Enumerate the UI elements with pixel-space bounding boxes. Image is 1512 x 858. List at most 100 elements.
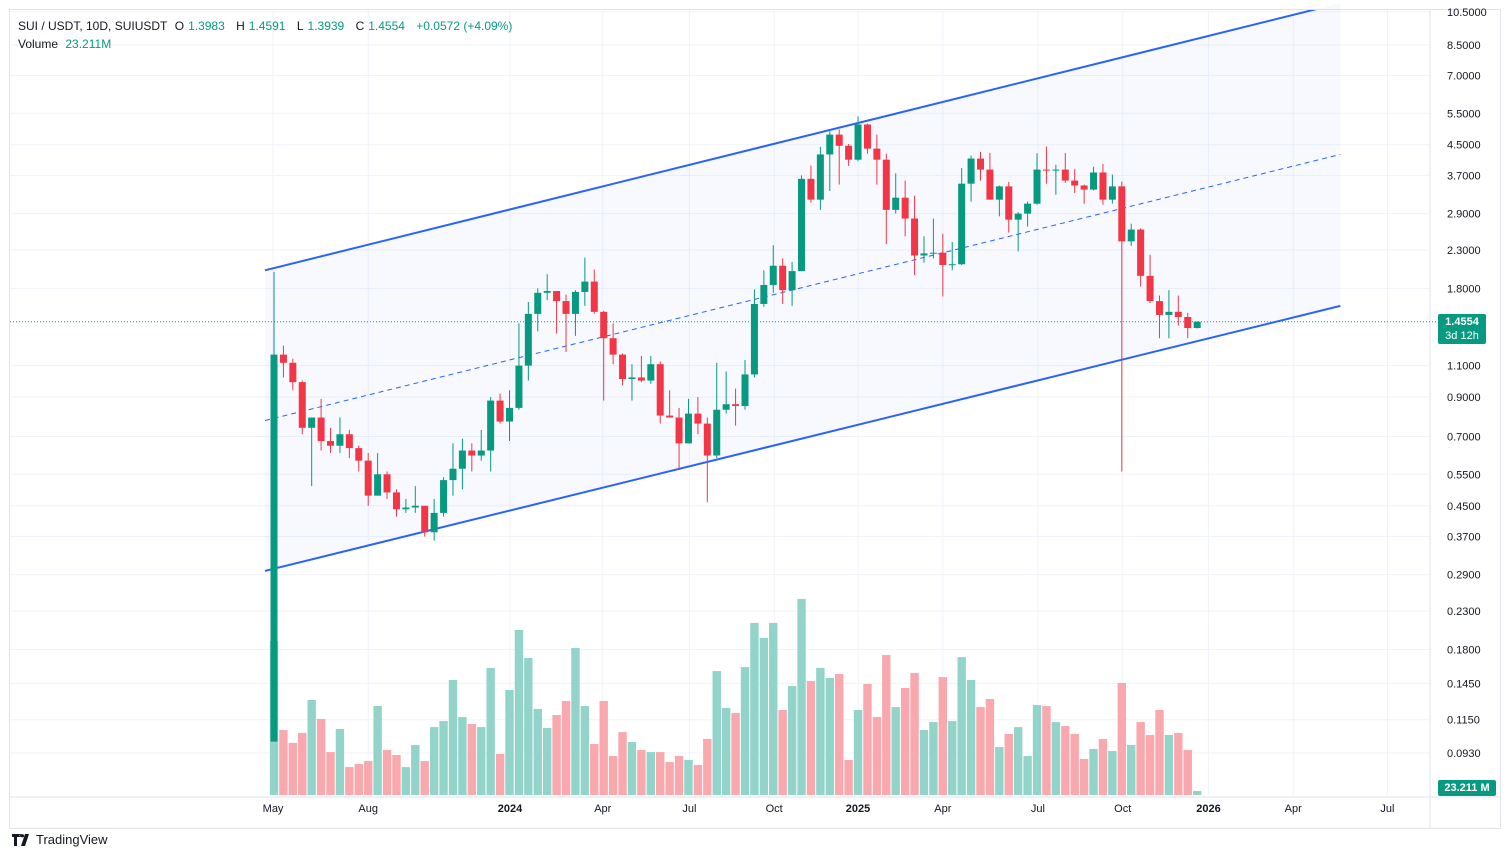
volume-bar bbox=[533, 708, 542, 795]
time-tick-label: Apr bbox=[594, 803, 611, 815]
candle-down bbox=[562, 301, 570, 314]
candle-down bbox=[1005, 186, 1013, 220]
candle-up bbox=[524, 313, 532, 366]
time-tick-label: 2025 bbox=[846, 803, 870, 815]
volume-bar bbox=[354, 763, 363, 795]
candle-up bbox=[826, 134, 834, 155]
candle-down bbox=[666, 415, 674, 418]
volume-badge: 23.211 M bbox=[1438, 780, 1496, 796]
time-tick-label: Oct bbox=[766, 803, 783, 815]
candle-down bbox=[1174, 311, 1182, 317]
volume-bar bbox=[787, 686, 797, 795]
channel-mid-line[interactable] bbox=[264, 153, 1341, 422]
volume-bar bbox=[429, 727, 439, 795]
price-tick-label: 0.4500 bbox=[1447, 501, 1481, 513]
volume-bar bbox=[948, 721, 957, 795]
volume-bar bbox=[458, 717, 467, 795]
candle-up bbox=[948, 264, 956, 266]
candle-down bbox=[779, 265, 787, 291]
candle-down bbox=[317, 417, 325, 442]
ohlc-row: SUI / USDT, 10D, SUIUSDT O 1.3983 H 1.4591… bbox=[18, 17, 516, 35]
candle-down bbox=[345, 434, 353, 449]
volume-bar bbox=[1108, 751, 1117, 795]
candle-down bbox=[1155, 301, 1163, 315]
volume-label[interactable]: Volume bbox=[18, 37, 59, 51]
price-tick-label: 0.7000 bbox=[1447, 431, 1481, 443]
candle-down bbox=[703, 423, 711, 456]
candle-up bbox=[1024, 203, 1032, 214]
candle-down bbox=[364, 460, 372, 496]
volume-bar bbox=[495, 753, 505, 795]
candle-up bbox=[581, 281, 589, 292]
channel-lower-line[interactable] bbox=[264, 304, 1341, 572]
candle-down bbox=[1061, 169, 1069, 181]
volume-bar bbox=[1079, 758, 1089, 795]
candle-up bbox=[571, 291, 579, 314]
channel-upper-line[interactable] bbox=[264, 3, 1340, 272]
volume-bar bbox=[1061, 726, 1070, 795]
volume-bar bbox=[608, 756, 618, 795]
candle-up bbox=[1090, 172, 1098, 190]
volume-bar bbox=[552, 715, 561, 795]
candle-up bbox=[1165, 311, 1173, 315]
volume-bar bbox=[382, 750, 392, 795]
time-tick-label: May bbox=[263, 803, 284, 815]
candle-up bbox=[458, 450, 466, 469]
volume-bar bbox=[1174, 732, 1183, 795]
volume-bar bbox=[957, 657, 966, 795]
candle-down bbox=[1099, 172, 1107, 200]
volume-bar bbox=[825, 677, 834, 795]
candle-up bbox=[628, 377, 636, 380]
tradingview-logo[interactable]: TradingView bbox=[12, 832, 108, 847]
price-tick-label: 7.0000 bbox=[1447, 70, 1481, 82]
volume-bar bbox=[797, 598, 806, 795]
volume-bar bbox=[1155, 710, 1164, 795]
candle-up bbox=[892, 197, 900, 210]
volume-bar bbox=[279, 730, 288, 795]
tradingview-logo-icon bbox=[12, 833, 29, 846]
candle-down bbox=[298, 382, 306, 428]
price-tick-label: 0.2300 bbox=[1447, 606, 1481, 618]
volume-bar bbox=[1042, 706, 1051, 795]
volume-bar bbox=[1164, 735, 1174, 795]
candle-up bbox=[374, 474, 382, 496]
price-tick-label: 0.1150 bbox=[1447, 715, 1480, 727]
volume-bar bbox=[561, 701, 571, 795]
close-value: 1.4554 bbox=[368, 19, 405, 33]
candle-up bbox=[270, 354, 278, 742]
candle-down bbox=[600, 311, 608, 339]
candle-down bbox=[468, 450, 476, 456]
time-tick-label: Oct bbox=[1114, 803, 1131, 815]
branding-text: TradingView bbox=[36, 832, 108, 847]
volume-bar bbox=[637, 750, 646, 795]
time-tick-label: Apr bbox=[1285, 803, 1302, 815]
candle-up bbox=[1108, 186, 1116, 200]
change-value: +0.0572 (+4.09%) bbox=[416, 19, 513, 33]
open-label: O bbox=[174, 19, 185, 33]
volume-bar bbox=[656, 752, 665, 795]
volume-bar bbox=[420, 761, 429, 795]
low-value: 1.3939 bbox=[307, 19, 345, 33]
time-tick-label: Jul bbox=[1031, 803, 1045, 815]
candle-down bbox=[637, 377, 645, 381]
candle-up bbox=[477, 450, 485, 456]
volume-bar bbox=[335, 728, 345, 795]
volume-bar bbox=[844, 760, 853, 795]
volume-row: Volume 23.211M bbox=[18, 35, 516, 53]
volume-bar bbox=[298, 732, 307, 795]
candle-up bbox=[1127, 229, 1135, 242]
volume-bar bbox=[1089, 748, 1098, 795]
candle-down bbox=[1137, 229, 1145, 276]
price-tick-label: 2.9000 bbox=[1447, 209, 1481, 221]
volume-bar bbox=[853, 710, 863, 795]
candle-up bbox=[798, 178, 806, 272]
volume-bar bbox=[693, 765, 703, 795]
symbol-title[interactable]: SUI / USDT, 10D, SUIUSDT bbox=[18, 19, 168, 33]
last-price-badge: 1.4554 3d 12h bbox=[1438, 314, 1486, 344]
candle-down bbox=[911, 218, 919, 256]
volume-bar bbox=[392, 755, 401, 795]
volume-bar bbox=[995, 747, 1004, 795]
candle-down bbox=[496, 400, 504, 422]
volume-bar bbox=[1051, 722, 1061, 795]
